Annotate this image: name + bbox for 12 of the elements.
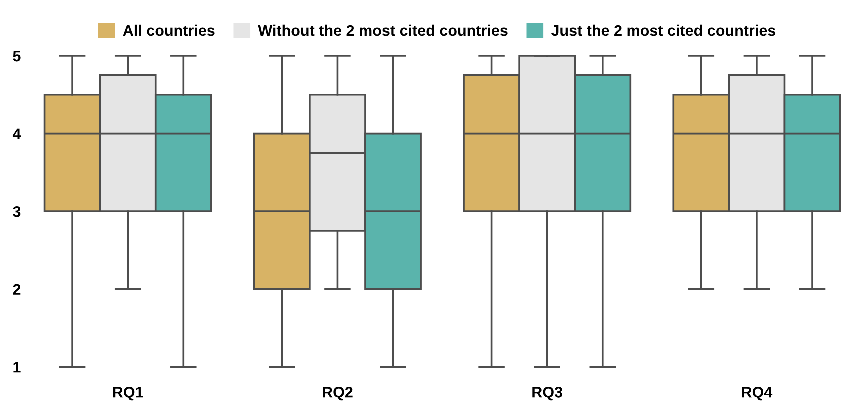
y-tick-label: 5 — [13, 51, 21, 62]
legend-label: Without the 2 most cited countries — [258, 24, 508, 36]
legend-label: All countries — [123, 24, 215, 36]
y-tick-label: 1 — [14, 362, 21, 373]
y-tick-label: 4 — [12, 128, 22, 140]
x-tick-label: RQ2 — [323, 386, 353, 401]
x-tick-label: RQ1 — [113, 386, 144, 401]
y-tick-label: 2 — [13, 284, 21, 295]
x-tick-label: RQ3 — [532, 386, 562, 401]
legend-label: Just the 2 most cited countries — [551, 24, 776, 36]
y-tick-label: 3 — [13, 206, 21, 218]
x-tick-label: RQ4 — [742, 386, 773, 401]
